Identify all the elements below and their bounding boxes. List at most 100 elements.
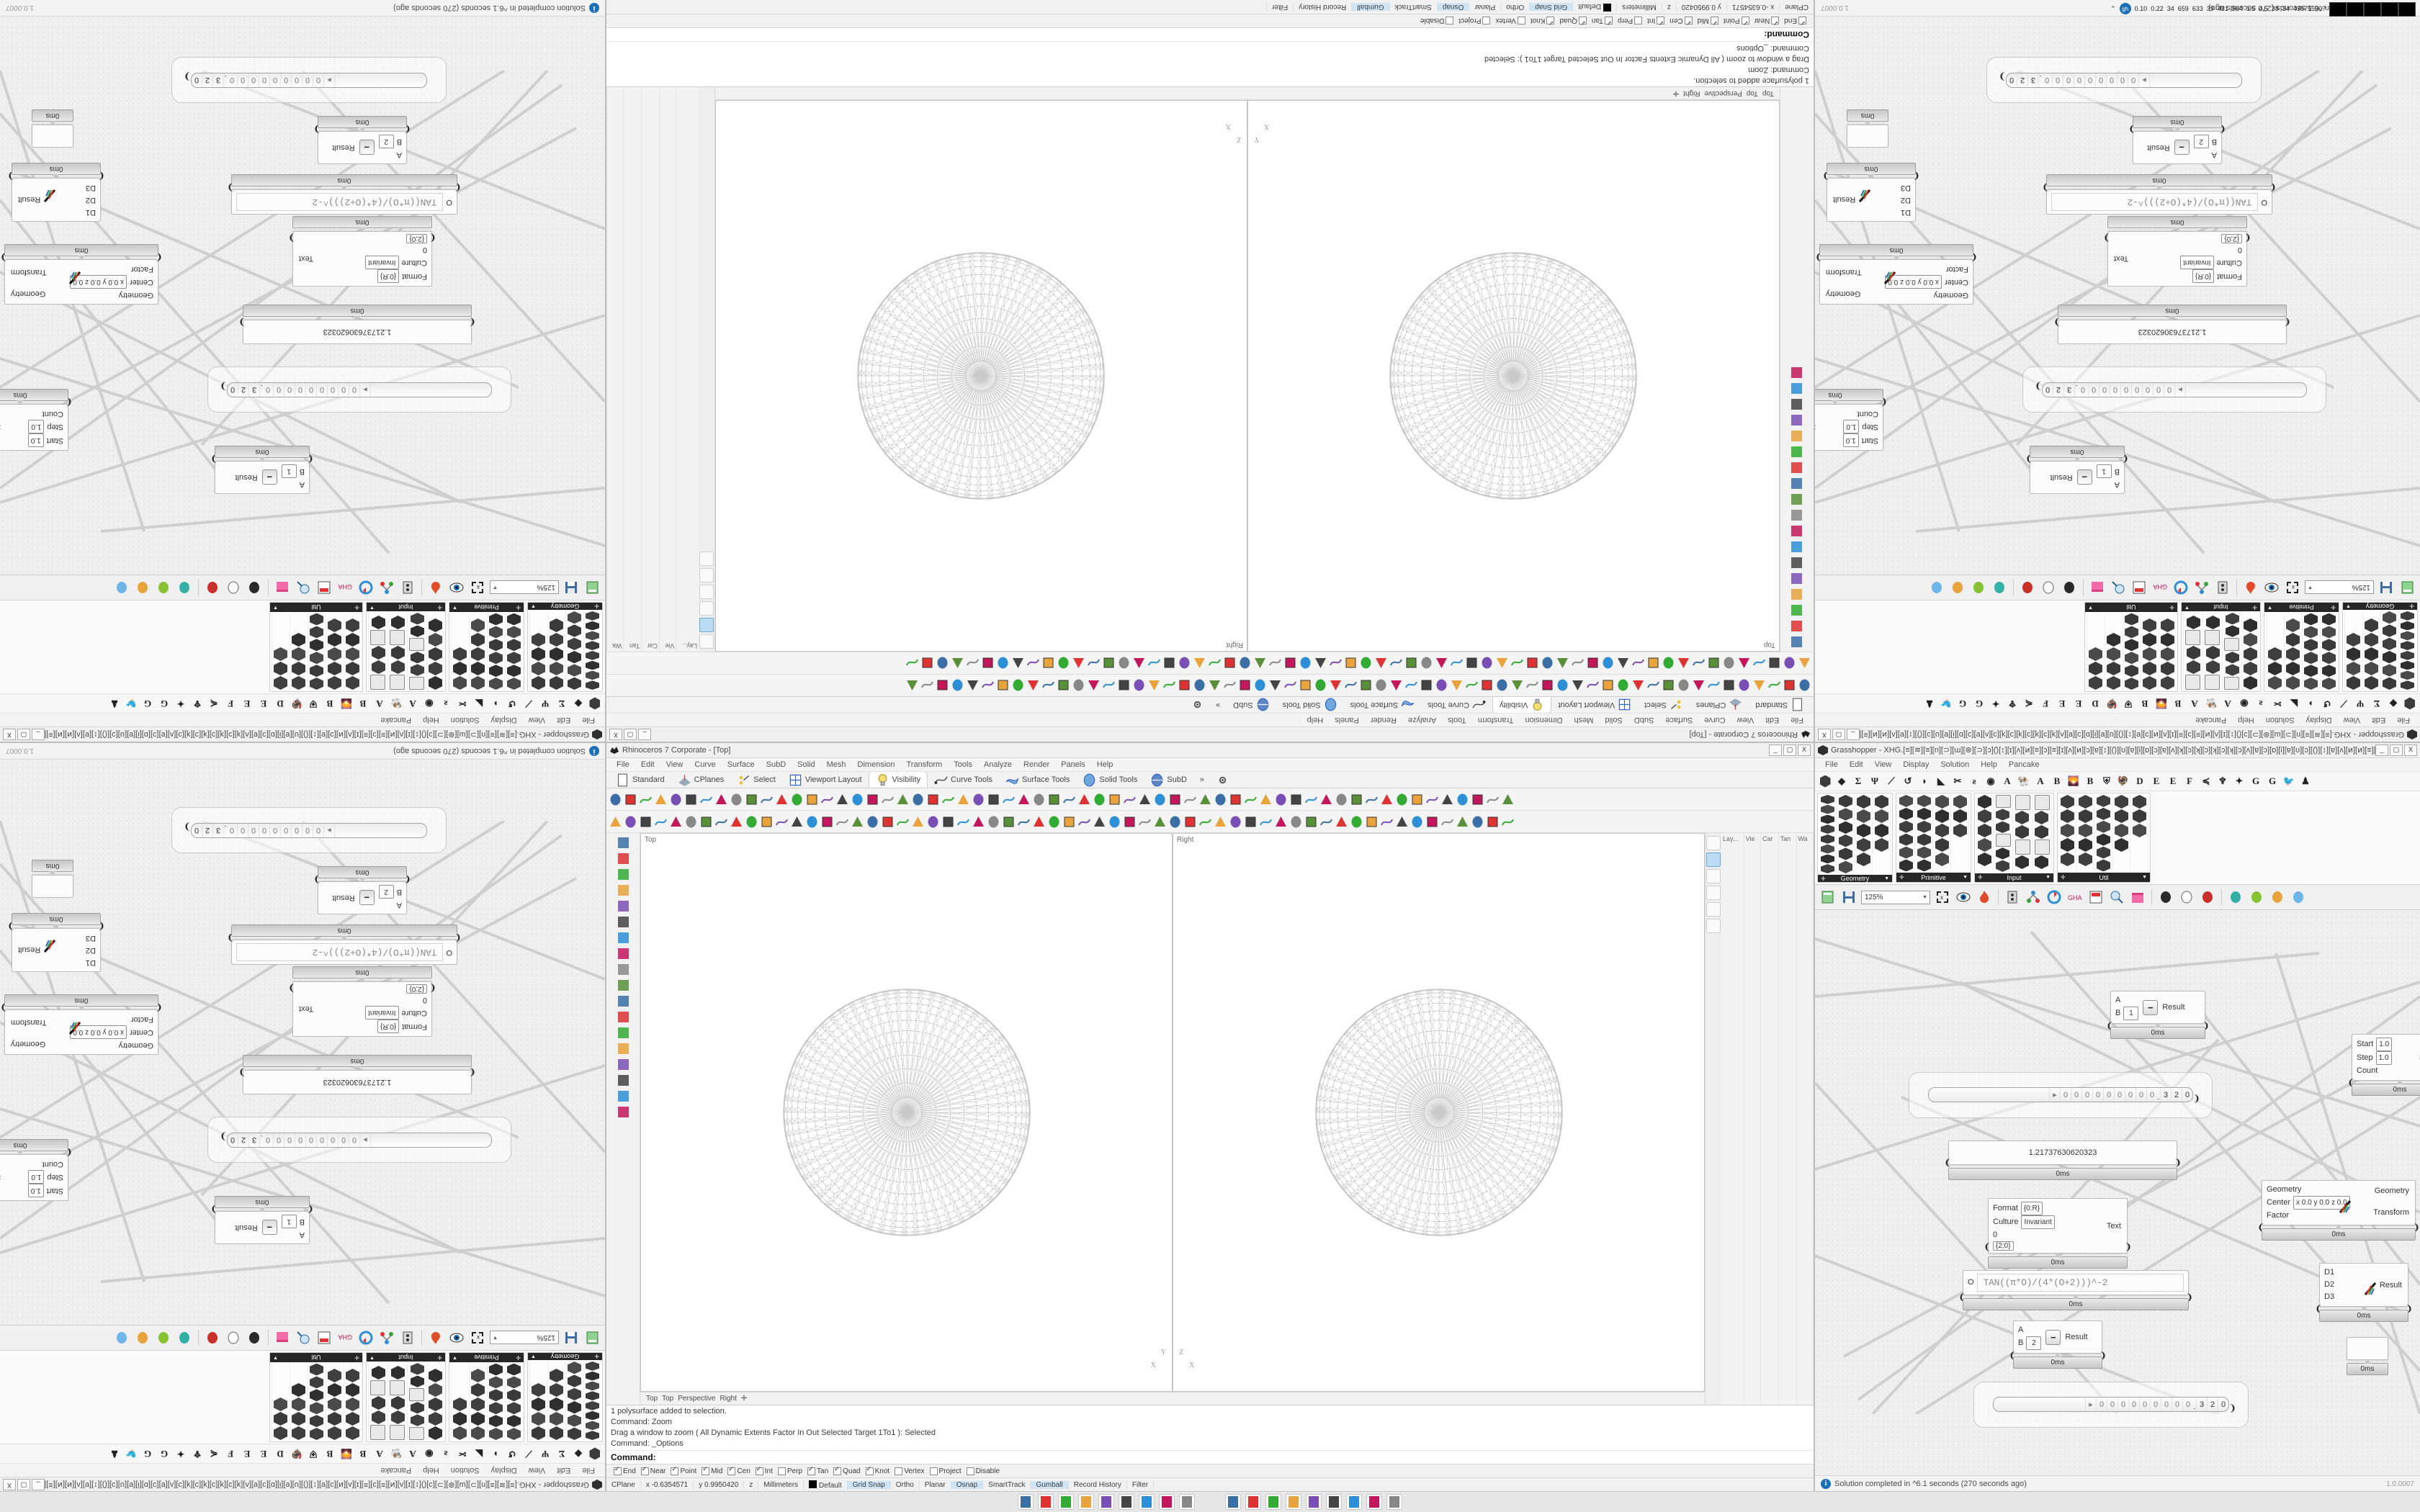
component-icon[interactable] [310,652,323,664]
rhino-right-panels[interactable]: Lay... Vie Car Tan Wa [1705,833,1814,1405]
gh-menu-display[interactable]: Display [490,716,517,724]
digit-cell[interactable]: 0 [317,383,328,397]
component-icon[interactable] [586,1411,599,1421]
component-icon[interactable] [411,664,424,675]
component-icon[interactable] [550,618,563,632]
checkbox-icon[interactable] [640,1465,649,1475]
component-icon[interactable] [532,662,545,675]
param-value[interactable]: x 0.0 y 0.0 z 0.0 [2293,1196,2350,1210]
component-body[interactable]: A B 2− Result ❨ ❩ [313,124,411,164]
toolbar-icon[interactable] [1162,657,1176,670]
rhino-window-buttons[interactable]: _ ▢ X [609,729,651,740]
component-icon[interactable] [429,1398,442,1411]
component-icon[interactable] [274,662,287,675]
toolbar-icon[interactable] [981,679,995,693]
component-icon[interactable] [532,633,545,647]
component-icon[interactable] [328,1398,341,1411]
component-body[interactable]: D1 D2 D3 Result ❨ ❩ [7,921,105,972]
taskbar[interactable] [0,1491,2420,1512]
component-icon[interactable] [586,611,599,621]
component-icon[interactable] [489,1428,503,1440]
component-icon[interactable] [1875,838,1888,852]
toolbar-icon[interactable] [1350,815,1363,829]
toolbar-icon[interactable] [1752,657,1766,670]
component-icon[interactable] [2401,621,2414,631]
component-icon[interactable] [2322,665,2336,677]
component-slider-group-bottom[interactable]: ▸ 0 0 0 0 0 0 0 0 0. 3 2 0 ❩ [171,57,447,103]
toolbar-icon[interactable] [1057,679,1070,693]
ribbon-tab-7[interactable]: ✂ [1953,775,1962,786]
component-group-util[interactable]: ✛ Util ▼ [269,602,363,692]
pin-icon[interactable]: ✛ [594,1353,599,1360]
rhino-menu-transform[interactable]: Transform [1477,716,1514,724]
toolbar-icon[interactable] [1102,657,1116,670]
system-tray[interactable]: ⌃ gh 0.10 0.22 34 659 633 39 431 564 1.5 4.5 38 34 435… [2110,2,2416,17]
toolbar-icon[interactable] [1123,815,1137,829]
digit-cell[interactable]: 0 [2107,73,2118,87]
toolbar-icon[interactable] [1183,793,1197,806]
ribbon-tab-1[interactable]: Σ [558,698,565,709]
digit-cell[interactable]: 0 [2182,1088,2192,1102]
component-icon[interactable] [2244,676,2257,690]
preview-shaded-icon[interactable] [2019,579,2036,596]
rhino-tab-surface-tools[interactable]: Surface Tools [999,772,1076,788]
rhino-tab-solid-tools[interactable]: Solid Tools [1076,772,1144,788]
preview-blue-icon[interactable] [113,1329,130,1346]
search-components-icon[interactable] [2110,579,2127,596]
component-icon[interactable] [550,1369,563,1382]
toolbar-icon[interactable] [835,793,849,806]
component-icon[interactable] [471,1412,485,1426]
component-icon[interactable] [532,1426,545,1440]
component-icon[interactable] [391,660,405,674]
component-icon[interactable] [1821,854,1834,864]
fit-view-icon[interactable]: x [469,579,486,596]
maximize-button[interactable]: ▢ [17,729,30,740]
status-toggle-grid-snap[interactable]: Grid Snap [847,1481,891,1489]
digit-cell[interactable]: 3 [2028,73,2039,87]
digit-cell[interactable]: 0 [2007,73,2017,87]
pin-icon[interactable]: ✛ [2252,603,2257,611]
pin-right-icon[interactable]: ❩ [220,1131,228,1142]
ribbon-tab-24[interactable]: ✦ [1991,698,2000,709]
component-icon[interactable] [2244,633,2257,647]
gh-window-buttons[interactable]: _ ▢ X [3,1479,45,1490]
component-icon[interactable] [370,1425,385,1440]
toolbar-icon[interactable] [1631,657,1645,670]
toolbar-icon[interactable] [966,657,980,670]
pin-right-icon[interactable]: ❩ [2174,1157,2182,1168]
component-body[interactable]: 1.21737630620323 ❨ ❩ [238,317,476,344]
toolbar-icon[interactable] [1380,793,1394,806]
component-icon[interactable] [1935,852,1949,866]
pin-icon[interactable]: ✛ [594,603,599,610]
preview-teal-icon[interactable] [176,1329,193,1346]
component-icon[interactable] [2079,852,2092,866]
toolbar-icon[interactable] [1314,657,1327,670]
toolbar-icon[interactable] [1395,815,1409,829]
toolbar-icon[interactable] [1183,815,1197,829]
component-icon[interactable] [1821,834,1834,844]
param-value[interactable]: Invariant [365,1006,399,1020]
component-icon[interactable] [586,671,599,680]
component-icon[interactable] [2401,611,2414,621]
toolbar-icon[interactable] [1783,679,1796,693]
view-icon[interactable] [1706,852,1721,867]
document-properties-icon[interactable] [315,579,333,596]
component-icon[interactable] [2322,626,2336,638]
notepad-icon[interactable] [1366,1494,1382,1510]
left-toolbar-icon[interactable] [1791,603,1804,617]
digit-cell[interactable]: 2 [2053,383,2064,397]
ribbon-tab-8[interactable]: ƨ [444,698,448,709]
expression-text[interactable]: TAN((π*O)/(4*(O+2)))^-2 [2051,193,2259,211]
component-icon[interactable] [2115,838,2128,852]
ribbon-tab-icon[interactable] [1818,774,1832,788]
slider-group-box[interactable]: ▸ 0 0 0 0 0 0 0 0 0. 3 2 0 ❩ [1909,1072,2213,1118]
toolbar-icon[interactable] [1304,815,1318,829]
toolbar-icon[interactable] [996,679,1010,693]
component-icon[interactable] [532,647,545,661]
ribbon-tab-16[interactable]: ⛨ [310,1449,317,1459]
preview-shaded-icon[interactable] [204,579,221,596]
digit-cell[interactable]: 0 [2161,1398,2172,1411]
rhino-menu-solid[interactable]: Solid [797,760,815,769]
toolbar-icon[interactable] [1440,793,1454,806]
